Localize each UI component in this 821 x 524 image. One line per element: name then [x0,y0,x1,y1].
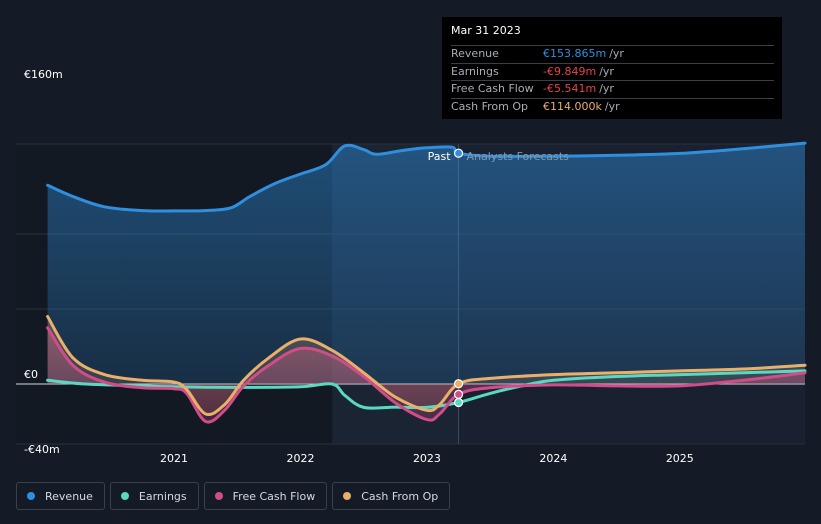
past-label: Past [428,150,452,163]
legend-label: Revenue [45,489,93,503]
x-tick-label: 2024 [539,452,567,465]
cash-from-op-area [47,316,806,415]
legend: Revenue Earnings Free Cash Flow Cash Fro… [16,482,451,510]
tooltip-label: Cash From Op [451,99,529,113]
legend-item-cash-from-op[interactable]: Cash From Op [332,482,451,510]
tooltip-value: -€9.849m [543,64,597,78]
cash-from-op-marker [453,379,464,389]
tooltip-row-earnings: Earnings -€9.849m /yr [451,62,774,81]
earnings-line [46,369,807,410]
tooltip-unit: /yr [604,99,620,113]
tooltip-row-free-cash-flow: Free Cash Flow -€5.541m /yr [451,80,774,98]
legend-item-free-cash-flow[interactable]: Free Cash Flow [203,482,328,510]
tooltip: Mar 31 2023 Revenue €153.865m /yr Earnin… [442,17,782,119]
tooltip-unit: /yr [609,47,624,60]
free-cash-flow-marker [453,389,464,399]
cash-from-op-line [46,315,807,417]
tooltip-label: Free Cash Flow [451,82,534,95]
tooltip-value: €153.865m [543,47,607,60]
x-tick-label: 2023 [413,452,441,465]
legend-dot-icon [27,492,35,500]
tooltip-row-cash-from-op: Cash From Op €114.000k /yr [451,97,774,116]
tooltip-value: €114.000k [543,99,602,113]
legend-dot-icon [120,492,129,500]
legend-dot-icon [343,492,352,500]
legend-item-revenue[interactable]: Revenue [16,482,105,510]
free-cash-flow-line [46,326,807,424]
x-tick-label: 2021 [160,452,188,465]
y-tick-label: €0 [24,368,38,381]
tooltip-row-revenue: Revenue €153.865m /yr [451,45,774,63]
x-tick-label: 2025 [666,452,694,465]
tooltip-label: Revenue [451,47,499,60]
tooltip-date: Mar 31 2023 [451,24,521,37]
earnings-marker [453,397,464,408]
tooltip-unit: /yr [599,82,614,95]
tooltip-value: -€5.541m [543,82,597,95]
tooltip-label: Earnings [451,64,499,78]
legend-label: Cash From Op [361,489,439,503]
legend-label: Earnings [138,489,187,503]
revenue-marker [453,148,464,158]
revenue-line [46,141,807,213]
legend-item-earnings[interactable]: Earnings [109,482,199,510]
y-tick-label: -€40m [24,443,60,456]
y-tick-label: €160m [24,68,63,81]
tooltip-unit: /yr [599,64,614,78]
x-tick-label: 2022 [286,452,314,465]
legend-label: Free Cash Flow [232,489,316,503]
legend-dot-icon [214,492,223,500]
forecast-label: Analysts Forecasts [467,150,570,163]
revenue-area [47,143,806,384]
